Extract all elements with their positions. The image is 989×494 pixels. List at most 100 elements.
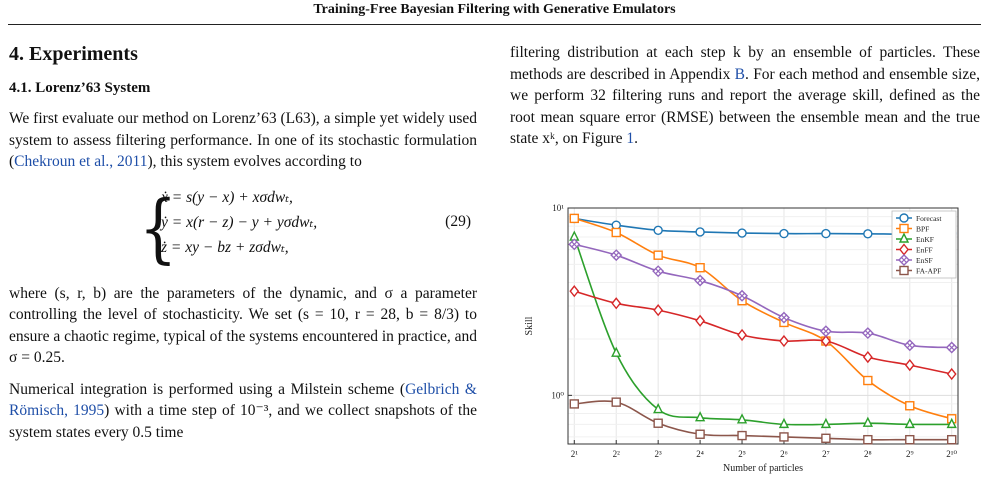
point-fa-apf	[737, 430, 747, 441]
point-fa-apf	[569, 399, 579, 409]
legend-marker-forecast	[899, 213, 909, 223]
x-tick-label: 2¹	[571, 449, 579, 459]
x-axis-label: Number of particles	[723, 463, 803, 474]
point-enkf	[778, 417, 790, 429]
point-forecast	[821, 228, 831, 239]
point-enff	[653, 304, 664, 317]
series-line-fa-apf	[574, 400, 952, 441]
equation-29: { ẋ = s(y − x) + xσdwₜ, ẏ = x(r − z) − y…	[9, 183, 477, 275]
citation-link-chekroun[interactable]: Chekroun et al., 2011	[14, 153, 148, 170]
point-fa-apf	[611, 397, 621, 407]
y-axis-label: Skill	[524, 316, 535, 335]
point-enkf	[862, 416, 873, 427]
point-bpf	[863, 375, 873, 386]
point-enkf	[653, 402, 664, 414]
point-ensf-cross	[864, 329, 872, 337]
integration-paragraph: Numerical integration is performed using…	[9, 379, 477, 444]
point-bpf	[611, 227, 621, 238]
parameters-paragraph: where (s, r, b) are the parameters of th…	[9, 284, 477, 367]
point-fa-apf	[947, 434, 957, 445]
point-ensf-cross	[570, 240, 578, 248]
x-tick-label: 2¹⁰	[946, 449, 957, 459]
equation-lines: ẋ = s(y − x) + xσdwₜ, ẏ = x(r − z) − y +…	[161, 185, 317, 260]
equation-brace: {	[139, 184, 178, 273]
methods-paragraph: filtering distribution at each step k by…	[510, 42, 980, 150]
point-ensf-cross	[696, 277, 704, 284]
point-forecast	[863, 229, 873, 239]
legend-label-fa-apf: FA-APF	[916, 267, 941, 276]
point-enkf	[611, 346, 622, 357]
x-tick-label: 2²	[613, 449, 621, 459]
legend-label-bpf: BPF	[916, 225, 929, 234]
section-title: 4. Experiments	[9, 43, 138, 65]
legend-label-enkf: EnKF	[916, 235, 934, 244]
point-ensf-cross	[948, 344, 956, 351]
methods-text-c: .	[634, 130, 639, 147]
point-enff	[737, 328, 747, 342]
intro-paragraph: We first evaluate our method on Lorenz’6…	[9, 108, 477, 173]
x-tick-label: 2⁴	[696, 449, 704, 459]
citation-link-gelbrich[interactable]: Gelbrich & Römisch, 1995	[9, 380, 477, 420]
left-column: 4. Experiments 4.1. Lorenz’63 System We …	[9, 42, 477, 453]
skill-chart-svg: 2¹ 2² 2³ 2⁴ 2⁵ 2⁶ 2⁷ 2⁸ 2⁹ 2¹⁰ 10⁰ 10¹ Number of par…	[524, 203, 959, 474]
figure-ref-link[interactable]: 1	[626, 130, 635, 147]
point-fa-apf	[695, 429, 705, 439]
plot-frame	[567, 207, 959, 445]
point-fa-apf	[779, 432, 789, 442]
point-ensf-cross	[738, 292, 746, 300]
point-enff	[569, 285, 580, 298]
point-forecast	[737, 228, 747, 238]
x-tick-label: 2⁸	[864, 449, 872, 459]
y-tick-label: 10⁰	[551, 390, 564, 400]
point-ensf-cross	[654, 267, 662, 275]
legend-label-forecast: Forecast	[916, 214, 942, 223]
right-column: filtering distribution at each step k by…	[510, 42, 980, 160]
running-header: Training-Free Bayesian Filtering with Ge…	[313, 2, 676, 17]
point-enkf	[694, 411, 706, 422]
point-ensf-cross	[906, 341, 914, 349]
point-forecast	[695, 227, 705, 237]
point-ensf-cross	[822, 327, 830, 335]
point-enff	[904, 359, 915, 372]
point-enkf	[904, 417, 915, 429]
point-bpf	[695, 263, 705, 273]
point-bpf	[905, 401, 915, 411]
series-line-ensf	[574, 243, 952, 349]
point-fa-apf	[653, 418, 663, 428]
legend-marker-fa-apf	[899, 265, 909, 276]
appendix-ref-link[interactable]: B	[734, 65, 746, 83]
legend-label-ensf: EnSF	[916, 256, 933, 265]
point-forecast	[779, 228, 789, 239]
methods-text-b: . For each method and ensemble size, we …	[510, 65, 980, 148]
intro-text-a: We first evaluate our method on Lorenz’6…	[9, 110, 477, 170]
point-enkf	[736, 413, 748, 424]
point-forecast	[653, 225, 663, 236]
y-tick-label: 10¹	[552, 203, 564, 213]
point-ensf-cross	[612, 251, 620, 259]
x-tick-label: 2⁹	[906, 449, 914, 459]
point-enkf	[946, 417, 957, 429]
integration-text-b: ) with a time step of 10⁻³, and we colle…	[9, 402, 477, 441]
point-enff	[862, 350, 873, 364]
point-fa-apf	[905, 434, 915, 445]
legend-marker-ensf-cross	[900, 256, 908, 264]
legend-label-enff: EnFF	[916, 246, 933, 255]
methods-text-a: filtering distribution at each step k by…	[510, 44, 980, 83]
series-line-enff	[574, 290, 952, 375]
legend-marker-enkf	[898, 232, 910, 243]
point-enff	[695, 314, 705, 327]
point-enff	[779, 334, 789, 348]
header-rule	[8, 24, 981, 25]
equation-line-2: ẏ = x(r − z) − y + yσdwₜ,	[161, 213, 318, 231]
point-bpf	[653, 250, 663, 260]
point-enff	[946, 367, 957, 381]
x-tick-label: 2⁷	[822, 449, 830, 459]
x-tick-label: 2³	[655, 449, 663, 459]
equation-line-3: ż = xy − bz + zσdwₜ,	[161, 238, 289, 256]
point-bpf	[569, 213, 579, 224]
skill-chart: 2¹ 2² 2³ 2⁴ 2⁵ 2⁶ 2⁷ 2⁸ 2⁹ 2¹⁰ 10⁰ 10¹ Number of par…	[510, 196, 980, 476]
legend-marker-bpf	[899, 223, 909, 234]
equation-line-1: ẋ = s(y − x) + xσdwₜ,	[161, 188, 293, 206]
x-tick-label: 2⁶	[780, 449, 788, 459]
subsection-title: 4.1. Lorenz’63 System	[9, 80, 151, 96]
